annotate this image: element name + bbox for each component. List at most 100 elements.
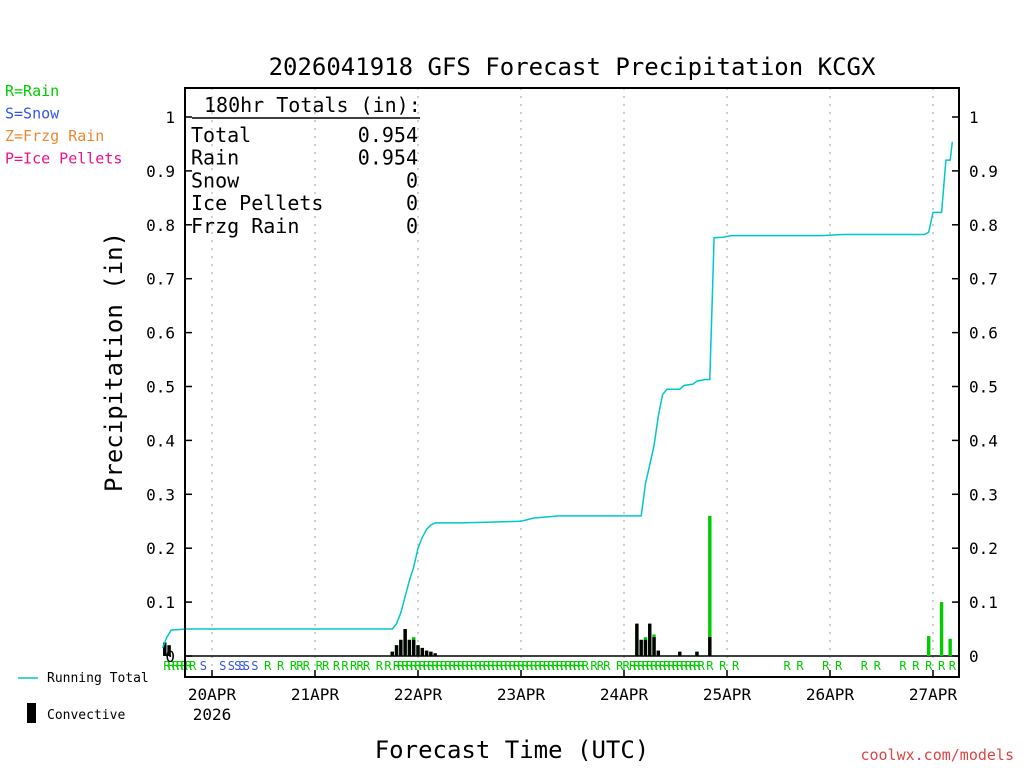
precip-type-label-84: R <box>655 659 663 673</box>
y-tick-label-right-7: 0.7 <box>969 270 998 289</box>
precip-type-label-90: R <box>680 659 688 673</box>
precip-type-label-59: R <box>526 659 534 673</box>
totals-value-0: 0.954 <box>358 123 418 147</box>
precip-type-label-69: R <box>569 659 577 673</box>
precip-type-label-22: R <box>341 659 349 673</box>
precip-type-label-55: R <box>509 659 517 673</box>
precip-type-label-18: R <box>303 659 311 673</box>
precip-type-label-101: R <box>835 659 843 673</box>
precip-type-label-98: R <box>783 659 791 673</box>
convective-legend-swatch <box>27 703 36 723</box>
precip-type-label-57: R <box>517 659 525 673</box>
y-tick-label-left-3: 0.3 <box>146 485 175 504</box>
precip-type-label-77: R <box>623 659 631 673</box>
precip-type-label-68: R <box>565 659 573 673</box>
precip-type-label-92: R <box>689 659 697 673</box>
precip-type-label-26: R <box>376 659 384 673</box>
precip-type-label-93: R <box>693 659 701 673</box>
x-axis-label: Forecast Time (UTC) <box>375 736 650 764</box>
precip-type-label-10: S <box>234 659 241 673</box>
precip-type-label-25: R <box>363 659 371 673</box>
y-tick-label-right-8: 0.8 <box>969 216 998 235</box>
precip-type-label-23: R <box>350 659 358 673</box>
precip-type-legend: R=Rain S=Snow Z=Frzg Rain P=Ice Pellets <box>5 82 122 168</box>
precip-bar-23 <box>939 602 944 656</box>
precip-type-label-106: R <box>925 659 933 673</box>
convective-bar-1 <box>167 645 171 656</box>
precip-type-label-42: R <box>453 659 461 673</box>
precip-type-label-2: R <box>172 659 180 673</box>
series-legend: Running Total Convective <box>18 671 149 723</box>
precip-type-label-102: R <box>861 659 869 673</box>
grid-lines <box>185 88 959 677</box>
convective-bar-21 <box>708 637 712 656</box>
totals-box: 180hr Totals (in): Total 0.954 Rain 0.954 Sn… <box>191 93 421 238</box>
x-tick-label-0: 20APR <box>188 685 237 704</box>
precip-type-label-60: R <box>530 659 538 673</box>
totals-value-2: 0 <box>406 168 418 192</box>
precip-type-label-20: R <box>322 659 330 673</box>
precip-type-label-79: R <box>633 659 641 673</box>
totals-value-3: 0 <box>406 191 418 215</box>
y-tick-label-right-10: 1 <box>969 108 979 127</box>
convective-bar-14 <box>639 639 643 656</box>
x-tick-label-2: 22APR <box>394 685 443 704</box>
precip-type-label-52: R <box>496 659 504 673</box>
convective-bar-10 <box>424 650 429 656</box>
x-tick-label-3: 23APR <box>497 685 546 704</box>
totals-value-4: 0 <box>406 214 418 238</box>
legend-type-0: R=Rain <box>5 82 59 100</box>
totals-label-2: Snow <box>191 168 240 192</box>
y-tick-label-right-3: 0.3 <box>969 485 998 504</box>
y-tick-label-right-1: 0.1 <box>969 593 998 612</box>
totals-label-3: Ice Pellets <box>191 191 323 215</box>
convective-bar-18 <box>656 650 661 656</box>
y-tick-label-right-0: 0 <box>969 647 979 666</box>
precip-type-label-27: R <box>384 659 392 673</box>
running-total-line <box>161 141 954 649</box>
convective-bar-17 <box>652 637 656 656</box>
convective-bar-16 <box>648 623 652 656</box>
precip-type-label-49: R <box>483 659 491 673</box>
precip-type-label-35: R <box>423 659 431 673</box>
precip-type-label-12: S <box>243 659 250 673</box>
precip-type-label-45: R <box>466 659 474 673</box>
precip-type-label-108: R <box>949 659 957 673</box>
precip-type-label-87: R <box>668 659 676 673</box>
y-tick-label-right-2: 0.2 <box>969 539 998 558</box>
precip-type-label-66: R <box>556 659 564 673</box>
convective-bar-8 <box>416 645 420 656</box>
precip-bar-22 <box>927 636 931 656</box>
y-tick-label-left-4: 0.4 <box>146 431 175 450</box>
precip-type-label-9: S <box>228 659 235 673</box>
y-tick-label-left-5: 0.5 <box>146 378 175 397</box>
precip-type-label-11: S <box>238 659 245 673</box>
precip-type-label-47: R <box>474 659 482 673</box>
precip-type-label-72: R <box>582 659 590 673</box>
precip-type-label-38: R <box>436 659 444 673</box>
precip-type-label-34: R <box>419 659 427 673</box>
y-tick-label-left-6: 0.6 <box>146 324 175 343</box>
y-tick-label-left-1: 0.1 <box>146 593 175 612</box>
plot-frame <box>184 87 960 678</box>
precip-type-label-5: R <box>185 659 193 673</box>
totals-label-1: Rain <box>191 146 239 170</box>
y-tick-label-right-4: 0.4 <box>969 431 998 450</box>
precip-type-label-100: R <box>822 659 830 673</box>
convective-bar-3 <box>394 645 399 656</box>
precip-type-label-29: R <box>397 659 405 673</box>
precip-type-label-99: R <box>796 659 804 673</box>
convective-bar-6 <box>407 639 412 656</box>
y-axis-label: Precipitation (in) <box>100 232 128 492</box>
y-tick-label-left-7: 0.7 <box>146 270 175 289</box>
precip-type-label-15: R <box>277 659 285 673</box>
convective-bar-11 <box>429 651 433 656</box>
totals-label-0: Total <box>191 123 251 147</box>
precip-type-label-3: R <box>176 659 184 673</box>
legend-type-3: P=Ice Pellets <box>5 150 122 168</box>
precip-type-label-1: R <box>168 659 176 673</box>
precip-type-label-43: R <box>457 659 465 673</box>
convective-bar-20 <box>695 651 699 656</box>
legend-type-2: Z=Frzg Rain <box>5 127 104 145</box>
